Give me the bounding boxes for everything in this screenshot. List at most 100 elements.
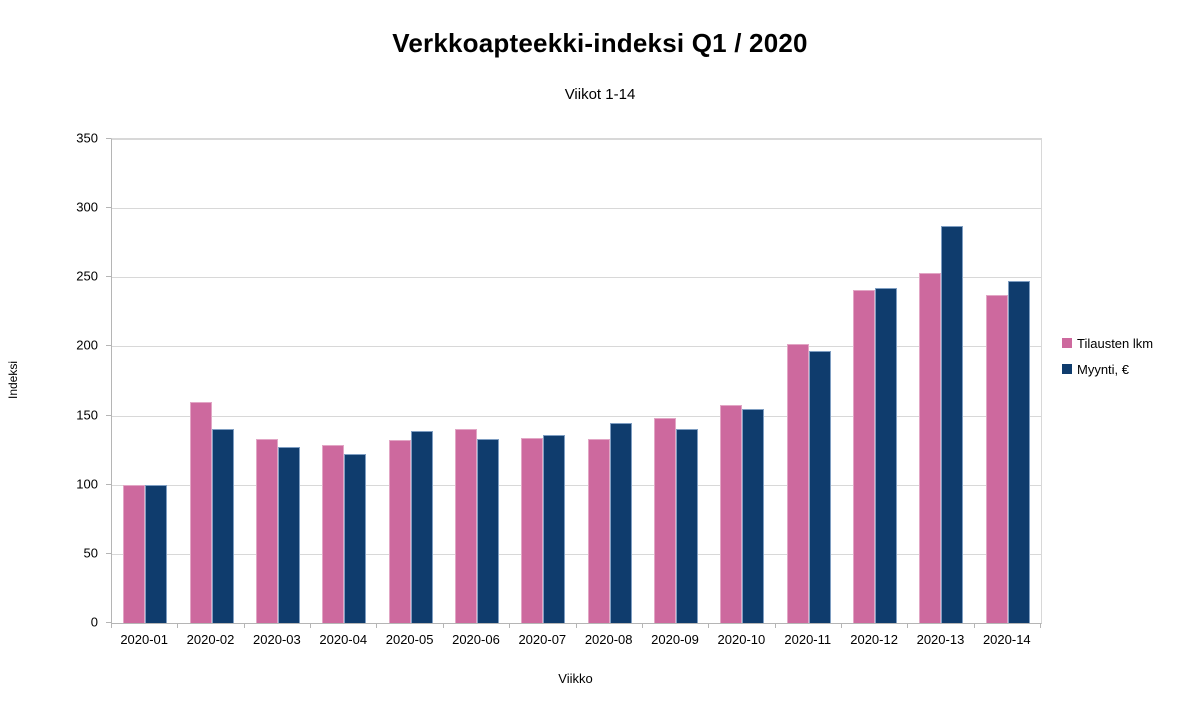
y-tick-mark <box>106 138 111 139</box>
bar <box>808 350 831 623</box>
y-tick-mark <box>106 207 111 209</box>
x-tick-mark <box>376 623 378 628</box>
bar <box>344 454 367 623</box>
gridline <box>112 346 1041 348</box>
y-tick-label: 200 <box>76 337 98 353</box>
bar-group <box>178 139 244 623</box>
bar-group <box>776 139 842 623</box>
bar-group <box>643 139 709 623</box>
y-tick-label: 350 <box>76 130 98 146</box>
x-tick-label: 2020-11 <box>784 632 832 647</box>
x-axis-title: Viikko <box>558 671 593 686</box>
y-tick-mark <box>106 622 111 623</box>
y-tick-mark <box>106 345 111 347</box>
bar-group <box>842 139 908 623</box>
chart-title: Verkkoapteekki-indeksi Q1 / 2020 <box>392 28 808 58</box>
gridline <box>112 484 1041 486</box>
x-tick-label: 2020-06 <box>452 632 500 647</box>
x-tick-label: 2020-10 <box>717 632 766 647</box>
bar <box>189 401 212 623</box>
bar <box>388 440 411 623</box>
x-tick-label: 2020-03 <box>253 632 301 647</box>
x-tick-label: 2020-04 <box>319 632 368 647</box>
x-tick-label: 2020-02 <box>186 632 235 647</box>
bar <box>1007 281 1030 623</box>
bar <box>919 273 942 623</box>
x-tick-mark <box>907 623 909 628</box>
x-tick-mark <box>177 623 179 628</box>
x-tick-mark <box>973 623 975 628</box>
x-tick-mark <box>774 623 776 628</box>
x-tick-mark <box>840 623 842 628</box>
bar-group <box>709 139 775 623</box>
bar <box>941 226 964 623</box>
bar <box>145 484 168 623</box>
y-tick-mark <box>106 414 111 416</box>
bar <box>521 437 544 623</box>
bar-group <box>245 139 311 623</box>
x-tick-mark <box>243 623 245 628</box>
x-tick-mark <box>575 623 577 628</box>
y-tick-label: 150 <box>76 407 98 423</box>
bar <box>853 289 876 623</box>
bar <box>123 484 146 623</box>
y-axis-title: Indeksi <box>6 360 20 400</box>
x-tick-label: 2020-12 <box>850 632 898 647</box>
gridline <box>112 277 1041 279</box>
gridline <box>112 208 1041 210</box>
y-tick-mark <box>106 276 111 278</box>
bar <box>676 429 699 623</box>
gridline <box>112 139 1041 140</box>
bar <box>476 439 499 623</box>
y-tick-mark <box>106 552 111 554</box>
bar <box>410 430 433 623</box>
y-tick-label: 0 <box>90 614 98 630</box>
bar-group <box>444 139 510 623</box>
bar <box>322 444 345 623</box>
chart-subtitle: Viikot 1-14 <box>564 86 636 103</box>
bar <box>543 434 566 623</box>
gridline <box>112 415 1041 417</box>
legend-item: Tilausten lkm <box>1062 330 1153 356</box>
y-tick-label: 300 <box>76 199 98 215</box>
y-tick-label: 50 <box>83 545 98 561</box>
legend-swatch <box>1062 338 1072 348</box>
bar-group <box>510 139 576 623</box>
bar-group <box>112 139 178 623</box>
x-tick-mark <box>310 623 312 628</box>
legend-label: Myynti, € <box>1077 361 1130 377</box>
bar <box>255 439 278 623</box>
x-tick-label: 2020-01 <box>120 632 169 647</box>
bar-group <box>908 139 974 623</box>
x-tick-label: 2020-13 <box>916 632 965 647</box>
x-tick-label: 2020-07 <box>518 632 567 647</box>
legend-item: Myynti, € <box>1062 356 1153 382</box>
bar <box>742 408 765 623</box>
x-tick-label: 2020-14 <box>982 632 1031 647</box>
bar <box>786 343 809 623</box>
gridline <box>112 553 1041 555</box>
bar <box>454 429 477 623</box>
legend: Tilausten lkm Myynti, € <box>1062 330 1153 382</box>
y-tick-label: 250 <box>76 268 98 284</box>
bar <box>609 422 632 623</box>
x-tick-mark <box>1040 623 1041 628</box>
bar <box>587 439 610 623</box>
x-tick-label: 2020-05 <box>385 632 434 647</box>
bar-group <box>377 139 443 623</box>
bar <box>720 404 743 623</box>
plot-area <box>111 138 1042 624</box>
bar <box>211 429 234 623</box>
x-tick-label: 2020-08 <box>584 632 633 647</box>
y-tick-label: 100 <box>76 476 98 492</box>
bar-group <box>311 139 377 623</box>
y-tick-mark <box>106 483 111 485</box>
bar-group <box>577 139 643 623</box>
bar-group <box>975 139 1041 623</box>
x-tick-mark <box>641 623 643 628</box>
legend-label: Tilausten lkm <box>1077 335 1154 351</box>
bar <box>985 295 1008 623</box>
x-tick-label: 2020-09 <box>651 632 699 647</box>
x-tick-mark <box>509 623 511 628</box>
